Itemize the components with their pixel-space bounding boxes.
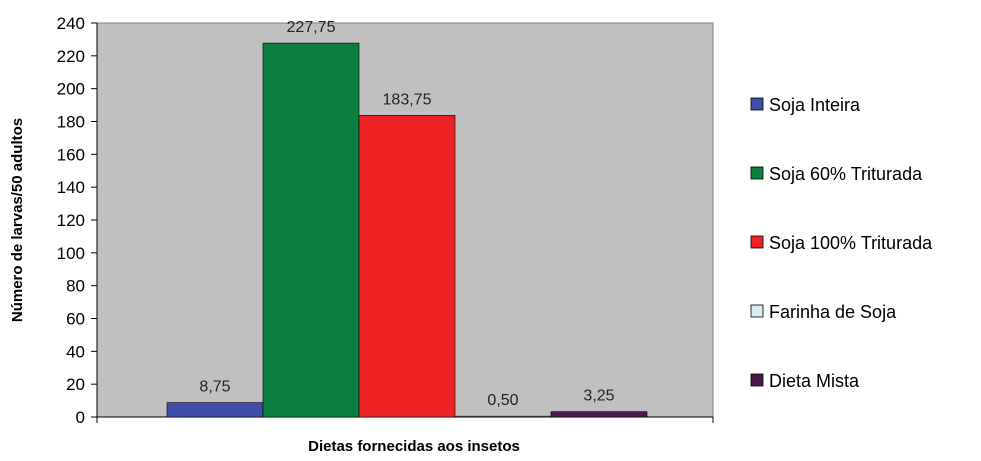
data-label: 3,25	[583, 388, 614, 405]
y-tick-label: 60	[66, 310, 85, 329]
legend-label: Soja Inteira	[769, 95, 861, 115]
y-tick-label: 120	[57, 211, 85, 230]
legend-label: Soja 100% Triturada	[769, 233, 933, 253]
data-label: 227,75	[287, 19, 336, 36]
legend-swatch	[750, 373, 764, 387]
y-tick-label: 20	[66, 375, 85, 394]
y-tick-label: 80	[66, 277, 85, 296]
legend-label: Dieta Mista	[769, 371, 860, 391]
legend-swatch	[750, 235, 764, 249]
bar	[262, 42, 360, 418]
y-tick-label: 200	[57, 80, 85, 99]
legend-label: Farinha de Soja	[769, 302, 897, 322]
bar	[454, 415, 552, 418]
y-tick-label: 0	[76, 408, 85, 427]
data-labels-group: 8,75 227,75 183,75 0,50 3,25	[199, 19, 614, 409]
y-axis-ticks: 0 20 40 60 80 100 120 140 160 180 200 220 240	[57, 14, 714, 427]
bars-group	[166, 42, 648, 418]
y-tick-label: 180	[57, 113, 85, 132]
legend-swatch	[750, 97, 764, 111]
y-tick-label: 100	[57, 244, 85, 263]
bar	[358, 115, 456, 418]
legend-swatch	[750, 304, 764, 318]
legend-label: Soja 60% Triturada	[769, 164, 923, 184]
legend: Soja Inteira Soja 60% Triturada Soja 100% …	[750, 95, 933, 391]
y-tick-label: 140	[57, 178, 85, 197]
y-axis-title: Número de larvas/50 adultos	[9, 118, 26, 322]
x-axis-title: Dietas fornecidas aos insetos	[308, 438, 520, 455]
y-tick-label: 40	[66, 342, 85, 361]
data-label: 8,75	[199, 379, 230, 396]
data-label: 0,50	[487, 392, 518, 409]
data-label: 183,75	[383, 91, 432, 108]
legend-swatch	[750, 166, 764, 180]
y-tick-label: 160	[57, 145, 85, 164]
y-tick-label: 240	[57, 14, 85, 33]
bar	[166, 402, 264, 418]
y-tick-label: 220	[57, 47, 85, 66]
bar	[550, 411, 648, 418]
